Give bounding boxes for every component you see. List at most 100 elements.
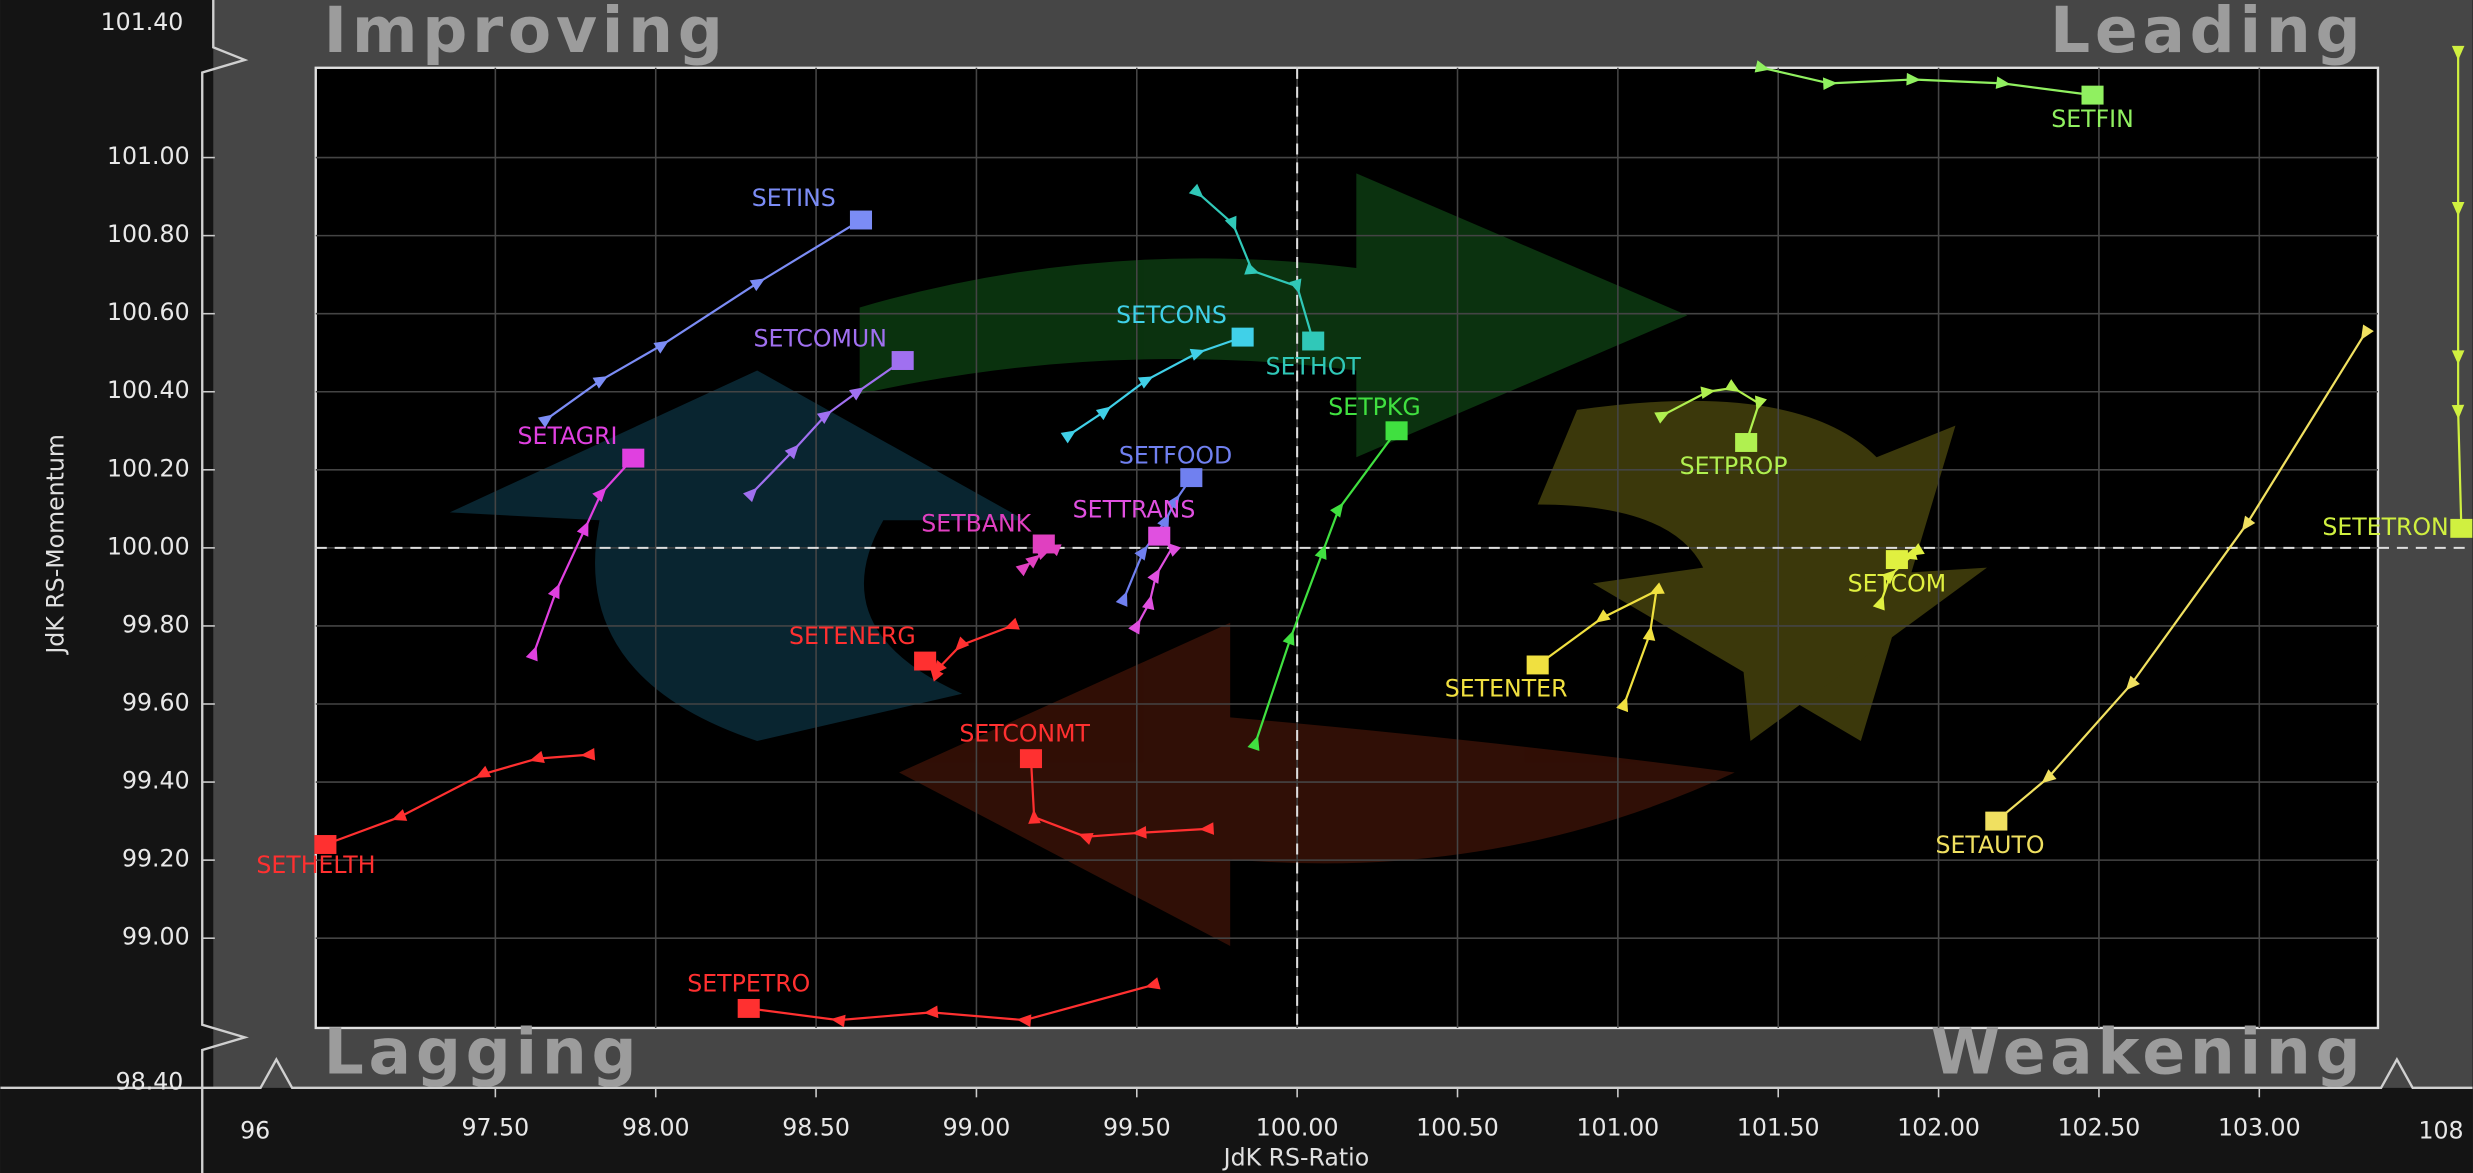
series-label: SETTRANS: [1073, 495, 1196, 523]
series: SETINS: [537, 184, 873, 428]
series: SETFOOD: [1115, 442, 1232, 607]
series: SETENERG: [789, 617, 1020, 682]
y-tick-label: 100.20: [107, 454, 190, 482]
trail-marker: [391, 809, 408, 821]
head-marker: [1526, 655, 1549, 675]
series-label: SETCOM: [1848, 569, 1946, 597]
y-axis-break: [201, 0, 249, 1173]
trail-marker: [1906, 72, 1921, 86]
head-marker: [622, 448, 645, 468]
y-tick-label: 99.60: [122, 688, 190, 716]
trail-marker: [1188, 183, 1204, 198]
series: SETTRANS: [1073, 495, 1196, 635]
trail-marker: [1166, 542, 1181, 557]
y-break-label: 98.40: [116, 1068, 184, 1096]
trail-marker: [1282, 630, 1295, 646]
series: SETHELTH: [256, 747, 596, 879]
trail-marker: [1145, 977, 1161, 990]
trail-marker: [1004, 617, 1020, 630]
x-tick-label: 99.50: [1103, 1113, 1171, 1141]
x-tick-label: 101.50: [1737, 1113, 1820, 1141]
trail-marker: [1872, 595, 1885, 611]
trail-marker: [1754, 60, 1770, 73]
y-axis-title: JdK RS-Momentum: [42, 434, 70, 656]
series: SETENTER: [1445, 582, 1665, 713]
trail-marker: [1754, 395, 1767, 411]
trail-marker: [2451, 404, 2465, 420]
trail-marker: [2451, 45, 2465, 61]
series: SETAUTO: [1936, 324, 2374, 859]
trail-marker: [2451, 201, 2465, 217]
trail-marker: [1881, 569, 1897, 585]
series: SETPROP: [1654, 379, 1787, 480]
series-label: SETCONMT: [959, 719, 1090, 747]
trail-marker: [2451, 350, 2465, 365]
trail-marker: [1060, 430, 1077, 444]
y-tick-label: 100.40: [107, 376, 190, 404]
head-marker: [1885, 550, 1908, 570]
trail-marker: [475, 765, 492, 778]
arrow-up-right: [859, 173, 1688, 458]
x-tick-label: 98.50: [782, 1113, 850, 1141]
x-tick-label: 100.00: [1256, 1113, 1339, 1141]
head-marker: [1231, 327, 1254, 347]
trail-marker: [1166, 494, 1180, 510]
series: SETCONMT: [959, 719, 1215, 845]
trail-marker: [1700, 386, 1716, 399]
arrow-right: [1537, 400, 1956, 742]
y-tick-label: 101.00: [107, 142, 190, 170]
series: SETETRON: [2322, 45, 2473, 541]
trail-marker: [1199, 822, 1215, 835]
trail-marker: [547, 583, 560, 600]
x-axis-title: JdK RS-Ratio: [1222, 1143, 1370, 1171]
x-break-label: 108: [2418, 1117, 2463, 1145]
quadrant-label: Leading: [2050, 0, 2365, 67]
head-marker: [849, 210, 873, 230]
series-label: SETAGRI: [518, 422, 618, 450]
series: SETFIN: [1754, 60, 2134, 133]
series-label: SETCONS: [1116, 301, 1227, 329]
x-tick-label: 101.00: [1577, 1113, 1660, 1141]
series-label: SETPKG: [1328, 393, 1420, 421]
head-marker: [1985, 811, 2008, 831]
trail-marker: [1724, 379, 1741, 392]
trail-marker: [1995, 76, 2011, 89]
trail-marker: [2041, 769, 2057, 784]
x-axis-break: [0, 1057, 2473, 1090]
arrow-right-tip: [1734, 567, 1987, 742]
y-tick-label: 99.80: [122, 610, 190, 638]
y-tick-label: 99.00: [122, 923, 190, 951]
trail-marker: [1649, 582, 1665, 595]
series: SETBANK: [921, 510, 1062, 577]
trail-marker: [2125, 675, 2140, 691]
trail-marker: [1247, 735, 1260, 752]
head-marker: [1302, 331, 1325, 351]
trail-marker: [1115, 591, 1128, 607]
trail-marker: [576, 521, 589, 537]
series: SETCONS: [1060, 301, 1254, 444]
quadrant-label: Weakening: [1931, 1014, 2366, 1088]
x-tick-label: 100.50: [1416, 1113, 1499, 1141]
trail-marker: [749, 278, 766, 292]
series-label: SETINS: [752, 184, 836, 212]
series-label: SETPROP: [1680, 452, 1788, 480]
trail-marker: [1025, 554, 1041, 569]
trail-marker: [848, 387, 865, 401]
trail-marker: [1244, 262, 1260, 275]
series-label: SETENERG: [789, 622, 916, 650]
trail-marker: [1142, 594, 1155, 611]
trail-marker: [1654, 411, 1670, 424]
trail-marker: [1095, 406, 1112, 421]
trail-marker: [1642, 625, 1656, 641]
trail-marker: [1157, 513, 1170, 529]
trail-marker: [525, 645, 538, 662]
head-marker: [891, 351, 914, 370]
quadrant-label: Lagging: [324, 1014, 642, 1088]
trail-marker: [1028, 809, 1041, 824]
series-label: SETFIN: [2051, 105, 2134, 133]
trail-marker: [1078, 833, 1094, 845]
series-label: SETFOOD: [1119, 442, 1232, 470]
trail-marker: [592, 487, 607, 503]
head-marker: [314, 835, 337, 854]
